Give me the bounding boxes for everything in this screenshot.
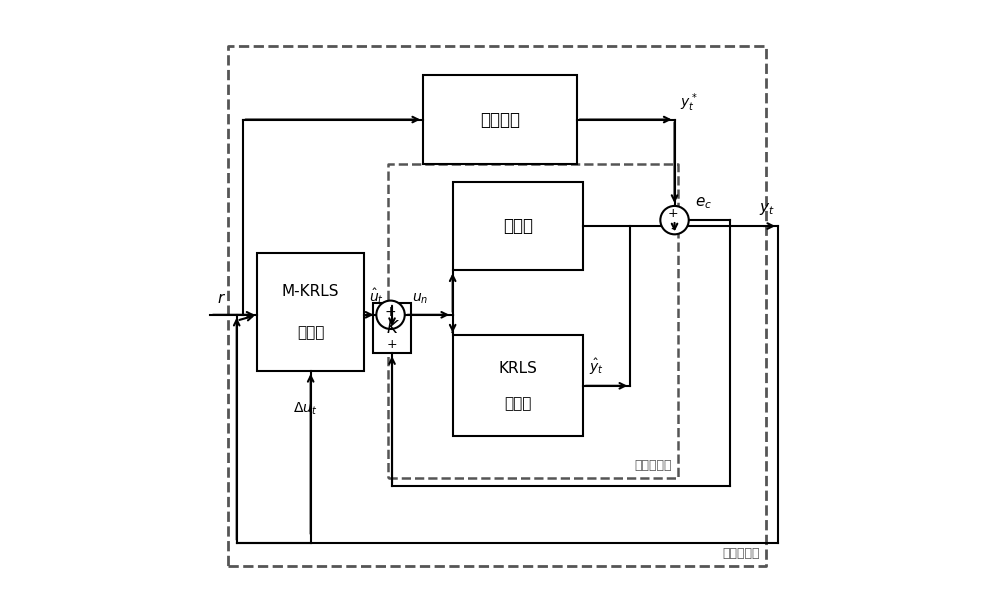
Bar — [423, 75, 577, 164]
Text: M-KRLS: M-KRLS — [282, 284, 339, 299]
Bar — [453, 335, 583, 436]
Text: $y^*_t$: $y^*_t$ — [680, 91, 698, 113]
Text: +: + — [668, 206, 679, 220]
Text: KRLS: KRLS — [498, 361, 537, 376]
Text: +: + — [385, 305, 396, 319]
Text: K: K — [387, 319, 397, 337]
Text: 离线辨识器: 离线辨识器 — [634, 458, 672, 472]
Text: 参考模型: 参考模型 — [480, 110, 520, 128]
Bar — [257, 253, 364, 371]
Text: $e_c$: $e_c$ — [695, 196, 712, 211]
Text: $\hat{y}_t$: $\hat{y}_t$ — [589, 356, 604, 377]
Text: 辨识器: 辨识器 — [504, 396, 531, 411]
Bar — [373, 303, 411, 353]
Text: 飞行器: 飞行器 — [503, 217, 533, 235]
Text: +: + — [387, 338, 398, 351]
Text: 在线控制器: 在线控制器 — [723, 547, 760, 560]
Text: r: r — [218, 291, 224, 306]
Circle shape — [660, 206, 689, 235]
Text: $\Delta u_t$: $\Delta u_t$ — [293, 401, 317, 417]
Text: $\hat{u}_t$: $\hat{u}_t$ — [369, 286, 384, 306]
Text: 控制器: 控制器 — [297, 325, 324, 340]
Text: $y_t$: $y_t$ — [759, 201, 775, 217]
Text: -: - — [671, 221, 676, 236]
Circle shape — [376, 301, 405, 329]
Text: $u_n$: $u_n$ — [412, 292, 428, 306]
Bar — [453, 182, 583, 271]
